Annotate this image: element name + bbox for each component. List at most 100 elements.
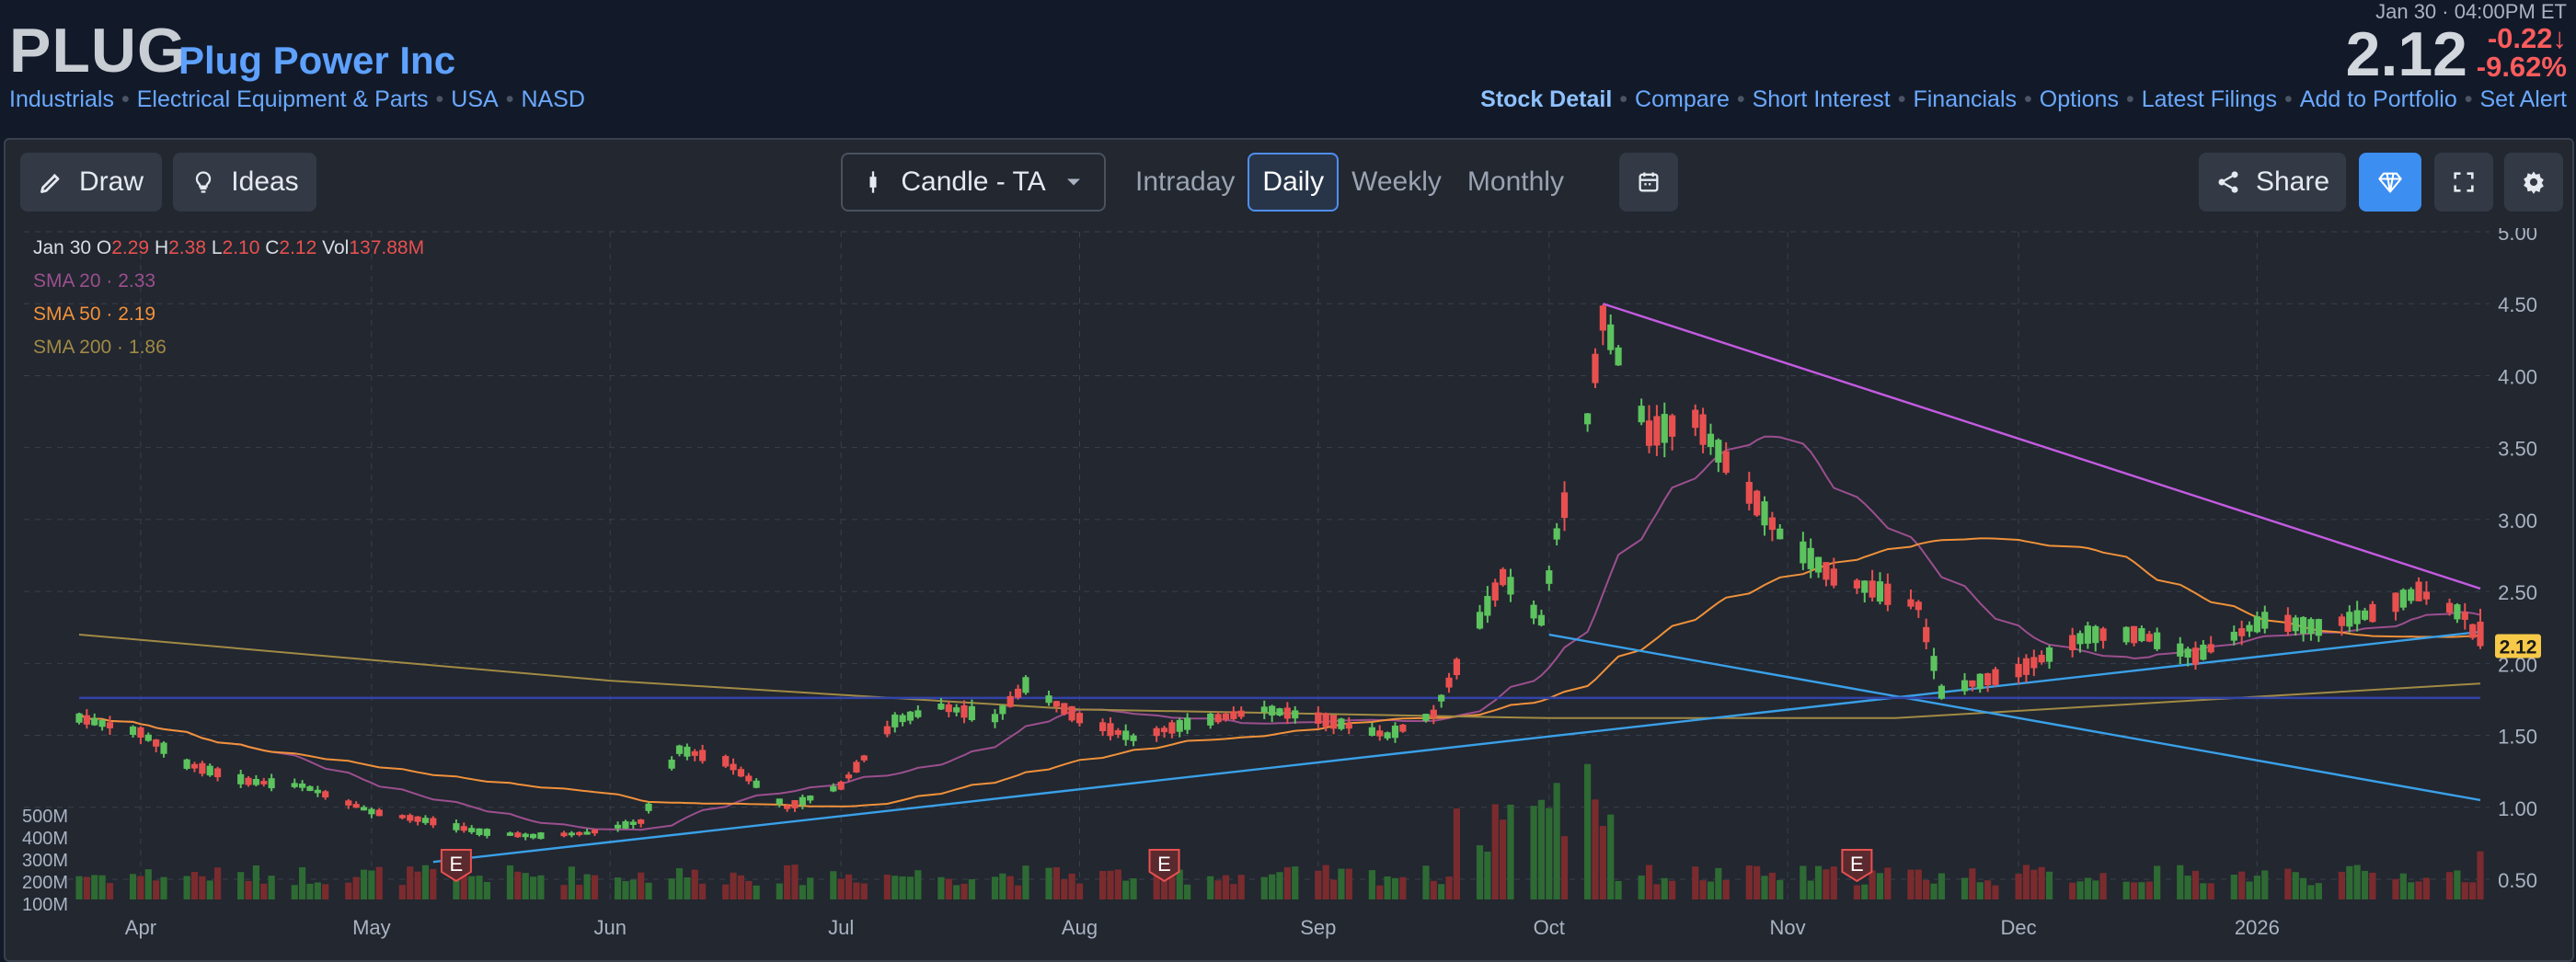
nav-latest-filings[interactable]: Latest Filings <box>2141 86 2278 112</box>
candle <box>906 710 914 725</box>
candle-body <box>1438 694 1445 702</box>
candle-body <box>98 720 106 727</box>
tab-daily[interactable]: Daily <box>1248 153 1340 212</box>
candle <box>568 830 575 838</box>
candle <box>1107 716 1114 741</box>
volume-bar <box>268 876 275 899</box>
candle-body <box>1599 305 1606 331</box>
volume-bar <box>1584 763 1592 899</box>
volume-bar <box>2045 871 2053 899</box>
earnings-marker[interactable]: E <box>440 849 472 883</box>
volume-bar <box>1699 880 1707 899</box>
volume-bar <box>1207 876 1214 899</box>
fullscreen-button[interactable] <box>2434 153 2493 212</box>
candle <box>629 819 637 829</box>
volume-bar <box>1014 885 1022 899</box>
earnings-marker-shape <box>1841 849 1873 883</box>
volume-bar <box>514 871 522 899</box>
volume-bar <box>1546 807 1553 899</box>
candle <box>1907 589 1915 610</box>
nav-short-interest[interactable]: Short Interest <box>1752 86 1891 112</box>
candle <box>1269 704 1276 723</box>
nav-set-alert[interactable]: Set Alert <box>2479 86 2568 112</box>
tab-weekly[interactable]: Weekly <box>1351 166 1442 197</box>
candle <box>483 828 490 839</box>
volume-bar <box>414 871 421 899</box>
expand-icon <box>2454 172 2474 192</box>
volume-bar <box>1422 865 1430 899</box>
candle-body <box>1645 420 1653 446</box>
candle-body <box>2154 632 2161 649</box>
volume-bar <box>2369 872 2376 899</box>
legend-sma20-value: 2.33 <box>118 270 155 292</box>
volume-bar <box>837 878 845 899</box>
volume-bar <box>1615 880 1622 899</box>
candle-body <box>160 742 167 754</box>
candle-body <box>1907 599 1915 607</box>
tab-intraday[interactable]: Intraday <box>1135 166 1236 197</box>
x-tick-label: Nov <box>1770 916 1806 939</box>
candle-body <box>2084 625 2091 644</box>
volume-tick-label: 400M <box>22 829 68 849</box>
quote-header: PLUG Plug Power Inc Industrials • Electric… <box>0 0 2576 138</box>
nav-financials[interactable]: Financials <box>1913 86 2018 112</box>
legend-ohlc: Jan 30 O2.29 H2.38 L2.10 C2.12 Vol137.88… <box>33 237 424 258</box>
volume-bar <box>2422 877 2431 899</box>
candle-body <box>1399 724 1407 732</box>
candle <box>1592 348 1599 389</box>
volume-tick-label: 500M <box>22 807 68 827</box>
diamond-icon <box>2378 172 2402 193</box>
volume-bar <box>1853 885 1860 899</box>
candle <box>776 798 783 807</box>
candle-body <box>807 796 814 801</box>
volume-bar <box>137 876 144 899</box>
date-range-button[interactable] <box>1619 153 1678 212</box>
volume-bar <box>691 869 698 899</box>
candle-body <box>1669 415 1676 437</box>
candle-body <box>129 726 137 735</box>
volume-tick-label: 200M <box>22 873 68 893</box>
candle-body <box>906 711 914 721</box>
chart-type-select[interactable]: Candle - TA <box>841 153 1106 212</box>
candle-body <box>1292 710 1299 719</box>
earnings-marker[interactable]: E <box>1841 849 1873 883</box>
candle-body <box>730 763 737 771</box>
candle-body <box>899 715 906 723</box>
premium-button[interactable] <box>2359 153 2421 212</box>
crumb-industry[interactable]: Electrical Equipment & Parts <box>136 86 429 112</box>
volume-bar <box>2038 866 2045 899</box>
candle-body <box>183 759 190 769</box>
nav-compare[interactable]: Compare <box>1635 86 1730 112</box>
nav-options[interactable]: Options <box>2039 86 2119 112</box>
settings-button[interactable] <box>2504 153 2563 212</box>
candle <box>306 784 314 792</box>
earnings-marker[interactable]: E <box>1148 849 1180 883</box>
company-name[interactable]: Plug Power Inc <box>178 39 456 82</box>
volume-bar <box>1869 870 1876 899</box>
candle <box>1992 666 1999 687</box>
candle-body <box>2399 590 2407 608</box>
candle <box>360 805 368 811</box>
draw-button[interactable]: Draw <box>20 153 162 212</box>
nav-add-to-portfolio[interactable]: Add to Portfolio <box>2299 86 2457 112</box>
candle-body <box>837 781 845 790</box>
volume-bar <box>2338 871 2346 899</box>
ideas-button[interactable]: Ideas <box>173 153 316 212</box>
candle <box>1984 672 1992 693</box>
candle <box>1661 402 1668 458</box>
share-button[interactable]: Share <box>2199 153 2346 212</box>
x-tick-label: Jun <box>593 916 626 939</box>
crumb-sector[interactable]: Industrials <box>9 86 114 112</box>
candle-body <box>1661 414 1668 443</box>
crumb-country[interactable]: USA <box>451 86 499 112</box>
x-tick-label: May <box>352 916 391 939</box>
volume-bar <box>160 876 167 899</box>
candle-body <box>1915 601 1922 611</box>
candle <box>1292 705 1299 724</box>
tab-monthly[interactable]: Monthly <box>1466 166 1564 197</box>
candle-body <box>1130 735 1137 741</box>
candle <box>537 831 545 840</box>
price-chart[interactable]: 5.004.504.003.503.002.502.001.501.000.50… <box>6 228 2572 958</box>
nav-stock-detail[interactable]: Stock Detail <box>1480 86 1613 112</box>
crumb-exchange[interactable]: NASD <box>521 86 585 112</box>
